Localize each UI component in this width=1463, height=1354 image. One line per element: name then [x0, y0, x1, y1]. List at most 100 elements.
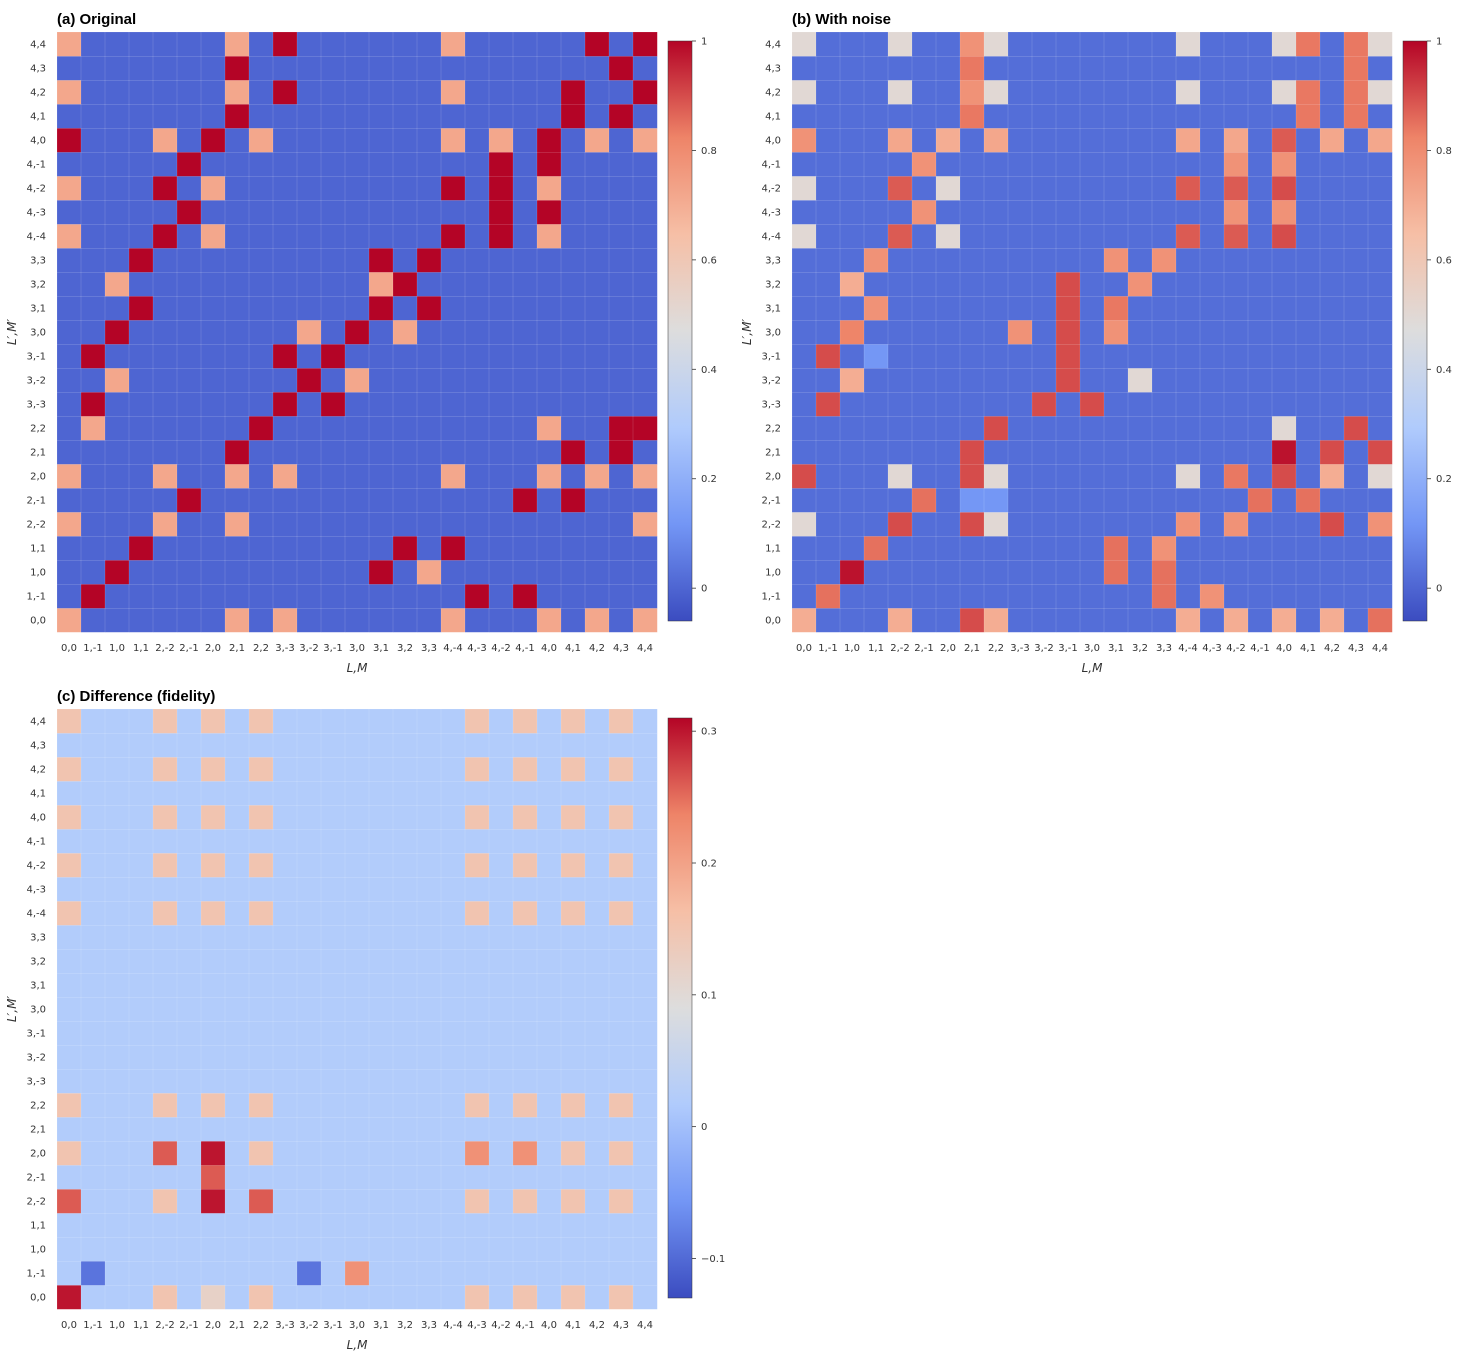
- y-tick-label: 1,0: [30, 1245, 46, 1256]
- heatmap-cell: [887, 271, 913, 297]
- heatmap-cell: [887, 367, 913, 393]
- heatmap-cell: [1031, 343, 1057, 369]
- heatmap-cell: [320, 103, 346, 129]
- heatmap-cell: [416, 1092, 442, 1118]
- heatmap-cell: [608, 535, 634, 561]
- heatmap-cell: [911, 31, 937, 57]
- heatmap-cell: [224, 199, 250, 225]
- heatmap-cell: [512, 487, 538, 513]
- heatmap-cell: [128, 535, 154, 561]
- heatmap-cell: [1199, 199, 1225, 225]
- heatmap-cell: [584, 732, 610, 758]
- heatmap-cell: [392, 900, 418, 926]
- heatmap-cell: [608, 583, 634, 609]
- heatmap-cell: [416, 1140, 442, 1166]
- heatmap-cell: [815, 79, 841, 105]
- heatmap-cell: [863, 391, 889, 417]
- heatmap-cell: [632, 463, 658, 489]
- heatmap-cell: [416, 1020, 442, 1046]
- heatmap-cell: [1367, 319, 1393, 345]
- heatmap-cell: [863, 487, 889, 513]
- heatmap-cell: [440, 511, 466, 537]
- heatmap-cell: [320, 1212, 346, 1238]
- heatmap-cell: [791, 103, 817, 129]
- heatmap-cell: [815, 247, 841, 273]
- heatmap-cell: [791, 175, 817, 201]
- heatmap-cell: [464, 852, 490, 878]
- heatmap-cell: [887, 103, 913, 129]
- heatmap-cell: [176, 487, 202, 513]
- heatmap-cell: [344, 852, 370, 878]
- x-tick-label: 3,2: [397, 643, 413, 654]
- heatmap-cell: [560, 487, 586, 513]
- heatmap-cell: [1199, 463, 1225, 489]
- heatmap-cell: [887, 151, 913, 177]
- heatmap-original: [56, 31, 658, 633]
- heatmap-cell: [80, 103, 106, 129]
- x-tick-label: 4,4: [637, 1320, 653, 1331]
- heatmap-cell: [1199, 559, 1225, 585]
- heatmap-cell: [248, 876, 274, 902]
- heatmap-cell: [152, 972, 178, 998]
- heatmap-cell: [224, 271, 250, 297]
- heatmap-cell: [1343, 487, 1369, 513]
- heatmap-cell: [1007, 271, 1033, 297]
- heatmap-cell: [536, 972, 562, 998]
- colorbar-original: [667, 40, 693, 622]
- heatmap-cell: [1319, 55, 1345, 81]
- heatmap-cell: [983, 343, 1009, 369]
- heatmap-cell: [128, 127, 154, 153]
- heatmap-cell: [983, 511, 1009, 537]
- y-tick-label: 4,-2: [26, 861, 46, 872]
- heatmap-cell: [344, 1140, 370, 1166]
- heatmap-cell: [1151, 391, 1177, 417]
- x-tick-label: 4,3: [613, 1320, 629, 1331]
- heatmap-cell: [152, 1188, 178, 1214]
- heatmap-cell: [815, 103, 841, 129]
- heatmap-cell: [1175, 367, 1201, 393]
- heatmap-cell: [584, 1284, 610, 1310]
- heatmap-cell: [488, 876, 514, 902]
- heatmap-cell: [368, 103, 394, 129]
- heatmap-cell: [1151, 271, 1177, 297]
- heatmap-cell: [56, 1092, 82, 1118]
- heatmap-cell: [1151, 511, 1177, 537]
- heatmap-cell: [392, 367, 418, 393]
- heatmap-cell: [1367, 583, 1393, 609]
- heatmap-cell: [320, 876, 346, 902]
- x-tick-label: 4,-4: [443, 1320, 463, 1331]
- heatmap-cell: [1199, 271, 1225, 297]
- heatmap-cell: [200, 972, 226, 998]
- heatmap-cell: [1247, 535, 1273, 561]
- heatmap-cell: [56, 151, 82, 177]
- heatmap-cell: [983, 271, 1009, 297]
- heatmap-cell: [176, 367, 202, 393]
- heatmap-cell: [440, 1116, 466, 1142]
- heatmap-cell: [512, 708, 538, 734]
- y-tick-label: 2,-1: [26, 1173, 46, 1184]
- heatmap-cell: [200, 876, 226, 902]
- heatmap-cell: [1103, 463, 1129, 489]
- heatmap-cell: [1247, 79, 1273, 105]
- heatmap-cell: [176, 1068, 202, 1094]
- panel-original: (a) Original 0,0 1,-1 1,0 1,1 2,-2 2,-1 2,0 2,1…: [5, 11, 717, 675]
- heatmap-cell: [296, 583, 322, 609]
- heatmap-cell: [464, 972, 490, 998]
- heatmap-cell: [1271, 103, 1297, 129]
- y-tick-label: 4,4: [765, 40, 781, 51]
- heatmap-cell: [863, 55, 889, 81]
- heatmap-cell: [1103, 415, 1129, 441]
- heatmap-cell: [80, 1092, 106, 1118]
- heatmap-cell: [464, 876, 490, 902]
- heatmap-cell: [608, 804, 634, 830]
- heatmap-cell: [608, 1068, 634, 1094]
- heatmap-cell: [392, 1140, 418, 1166]
- heatmap-cell: [464, 127, 490, 153]
- heatmap-cell: [1319, 583, 1345, 609]
- heatmap-cell: [935, 103, 961, 129]
- heatmap-cell: [392, 780, 418, 806]
- heatmap-cell: [128, 79, 154, 105]
- heatmap-cell: [128, 607, 154, 633]
- heatmap-cell: [464, 439, 490, 465]
- heatmap-cell: [344, 780, 370, 806]
